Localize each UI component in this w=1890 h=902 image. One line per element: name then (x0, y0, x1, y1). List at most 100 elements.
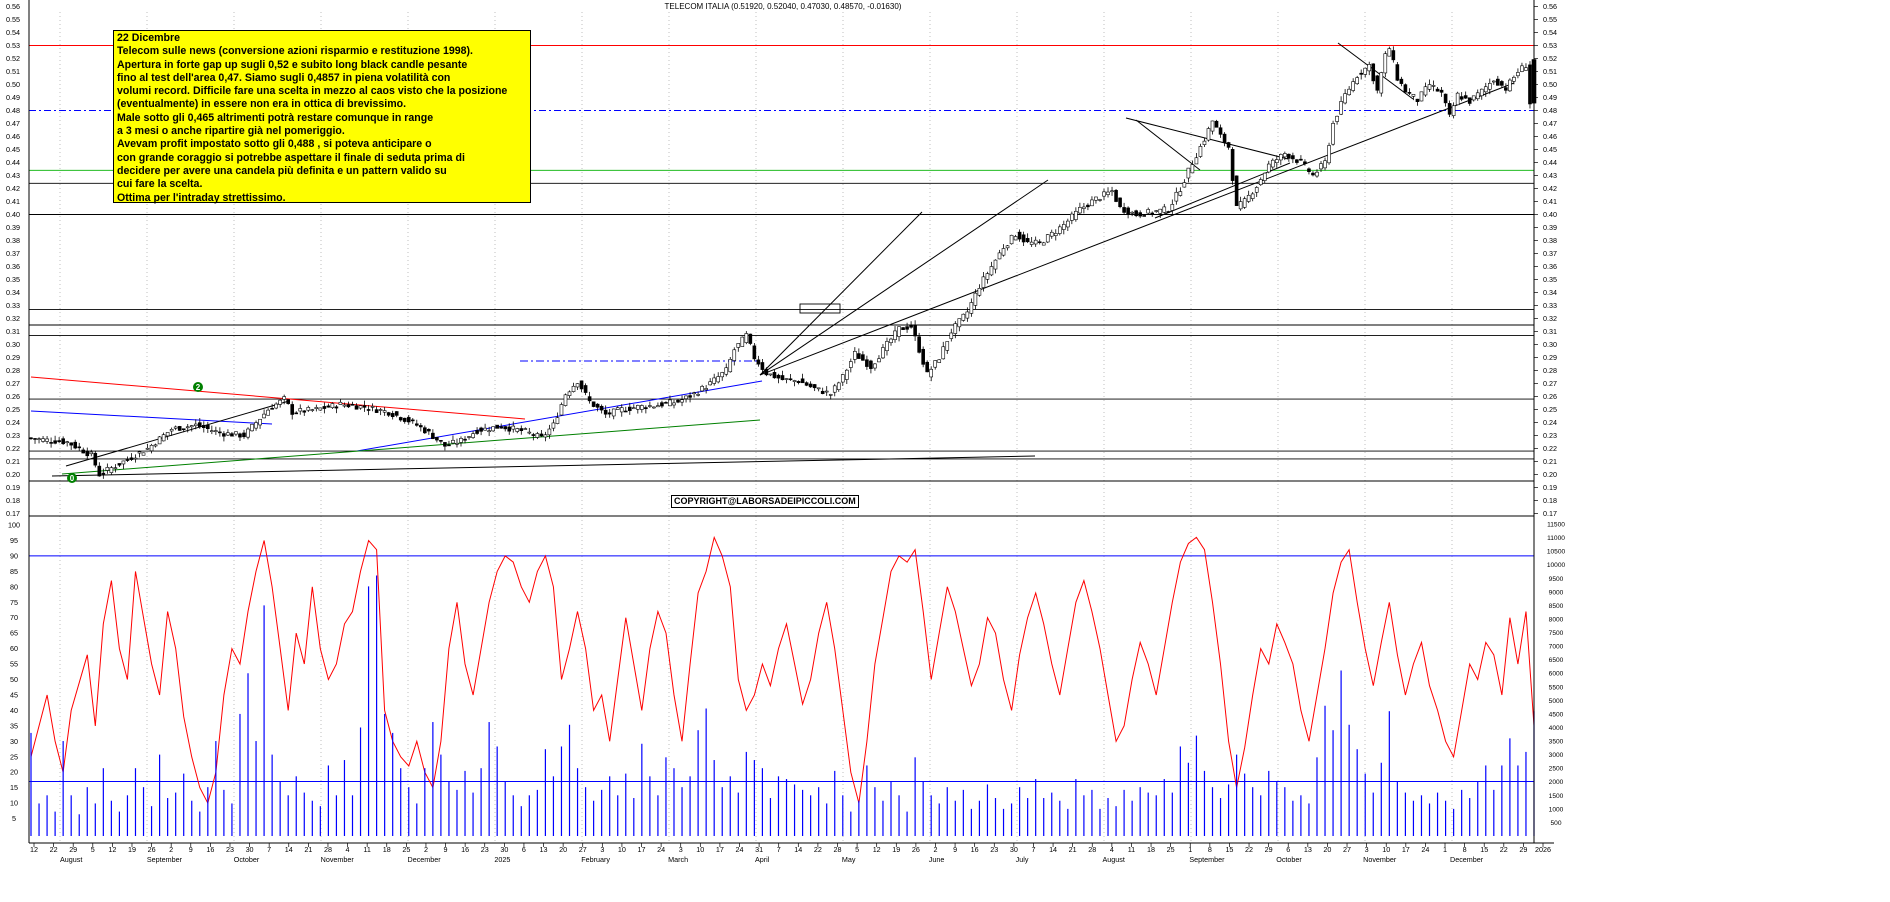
candle-body (1415, 98, 1420, 102)
candle-body (1082, 206, 1086, 209)
x-month-label: August (1103, 855, 1125, 864)
candle-body (386, 412, 391, 416)
candle-body (736, 343, 741, 348)
price-tick-left: 0.50 (6, 80, 20, 89)
candle-body (768, 373, 773, 376)
x-tick-label: 27 (579, 845, 587, 854)
osc-tick: 20 (10, 768, 18, 777)
candle-body (1086, 204, 1090, 208)
osc-tick: 95 (10, 536, 18, 545)
x-month-label: March (668, 855, 688, 864)
candle-body (965, 311, 970, 319)
candle-body (214, 430, 218, 432)
candle-body (1102, 191, 1106, 197)
candle-body (1170, 204, 1175, 211)
candle-body (374, 409, 379, 413)
price-tick-left: 0.42 (6, 184, 20, 193)
candle-body (29, 437, 33, 440)
price-tick-right: 0.49 (1543, 93, 1557, 102)
candle-body (410, 419, 415, 422)
x-tick-label: 30 (246, 845, 254, 854)
gap-box (799, 303, 841, 314)
candle-body (262, 413, 266, 419)
candle-body (977, 288, 982, 296)
candle-body (844, 369, 849, 380)
x-tick-label: 24 (1421, 845, 1429, 854)
candle-body (463, 438, 467, 441)
marker-0-label: 0 (70, 474, 75, 483)
candle-body (744, 333, 749, 343)
price-tick-left: 0.31 (6, 327, 20, 336)
candle-body (366, 409, 371, 411)
osc-tick: 60 (10, 644, 18, 653)
x-tick-label: 25 (1167, 845, 1175, 854)
candle-body (1122, 207, 1126, 213)
x-tick-label: 15 (1480, 845, 1488, 854)
price-tick-right: 0.30 (1543, 340, 1557, 349)
candle-body (165, 432, 170, 437)
price-tick-right: 0.44 (1543, 158, 1557, 167)
candle-body (539, 433, 544, 437)
osc-tick: 80 (10, 582, 18, 591)
x-tick-label: 28 (324, 845, 332, 854)
price-tick-left: 0.27 (6, 379, 20, 388)
price-tick-right: 0.29 (1543, 353, 1557, 362)
candle-body (1146, 209, 1151, 214)
candle-body (1496, 78, 1500, 86)
candle-body (57, 440, 61, 443)
candle-body (1455, 92, 1460, 106)
candle-body (591, 401, 596, 407)
candle-body (322, 406, 327, 409)
candle-body (640, 405, 644, 410)
price-tick-right: 0.52 (1543, 54, 1557, 63)
candle-body (885, 341, 889, 352)
price-tick-left: 0.36 (6, 262, 20, 271)
x-tick-label: 3 (679, 845, 683, 854)
candle-body (185, 426, 190, 429)
price-tick-right: 0.50 (1543, 80, 1557, 89)
candle-body (451, 439, 455, 444)
candle-body (1126, 207, 1130, 215)
candle-body (306, 407, 311, 411)
marker-2-label: 2 (196, 383, 201, 392)
candle-body (636, 405, 640, 410)
candle-body (644, 407, 648, 410)
candle-body (503, 426, 508, 430)
candle-body (1395, 64, 1400, 81)
candle-body (720, 372, 725, 378)
candle-body (989, 266, 994, 276)
candle-body (1094, 196, 1098, 201)
price-tick-left: 0.35 (6, 275, 20, 284)
volume-tick: 10000 (1547, 562, 1566, 569)
candle-body (756, 359, 761, 365)
osc-tick: 55 (10, 660, 18, 669)
price-tick-right: 0.43 (1543, 171, 1557, 180)
candle-body (1214, 120, 1219, 128)
candle-body (1423, 86, 1428, 96)
candle-body (202, 425, 206, 429)
x-month-label: November (321, 855, 355, 864)
candle-body (459, 438, 463, 443)
candle-body (857, 353, 861, 359)
price-tick-left: 0.19 (6, 483, 20, 492)
candle-body (298, 408, 303, 412)
candle-body (1182, 182, 1187, 188)
candle-body (555, 417, 560, 424)
x-month-label: November (1363, 855, 1397, 864)
candle-body (684, 395, 688, 400)
candle-body (1045, 234, 1050, 243)
candle-body (1471, 95, 1476, 101)
candle-body (431, 432, 435, 440)
candle-body (1098, 199, 1102, 201)
candle-body (382, 410, 387, 413)
candle-body (85, 450, 90, 457)
candle-body (1335, 115, 1339, 122)
note-line: Apertura in forte gap up sugli 0,52 e su… (117, 58, 468, 71)
x-tick-label: 9 (444, 845, 448, 854)
x-tick-label: 1 (1443, 845, 1447, 854)
candle-body (1150, 212, 1155, 215)
note-line: fino al test dell'area 0,47. Siamo sugli… (117, 71, 451, 84)
note-line: cui fare la scelta. (117, 178, 203, 191)
candle-body (925, 361, 929, 373)
candle-body (1323, 160, 1327, 169)
